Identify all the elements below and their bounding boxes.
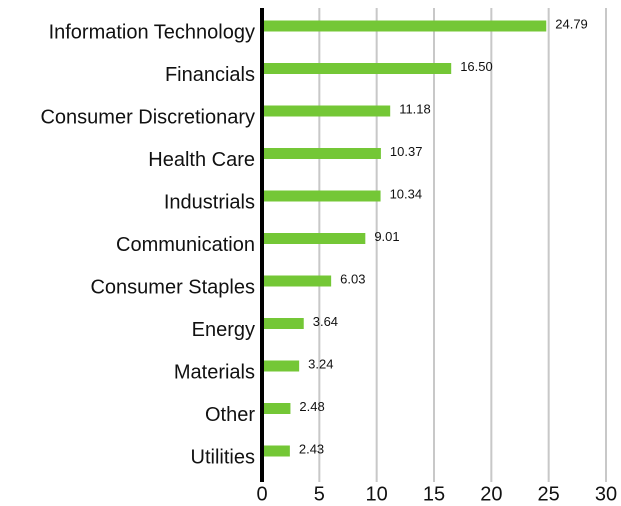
value-label: 3.64 (313, 314, 338, 329)
value-label: 9.01 (374, 229, 399, 244)
bar (262, 20, 547, 32)
y-tick-label: Health Care (148, 149, 255, 171)
y-tick-label: Materials (174, 361, 255, 383)
y-tick-label: Consumer Discretionary (40, 106, 255, 128)
x-tick-label: 0 (256, 483, 267, 505)
y-tick-label: Communication (116, 234, 255, 256)
bar (262, 403, 291, 414)
x-tick-label: 30 (595, 483, 617, 505)
bar (262, 360, 300, 372)
y-tick-label: Information Technology (49, 21, 255, 43)
y-tick-label: Financials (165, 64, 255, 86)
y-tick-label: Other (205, 404, 255, 426)
bar (262, 233, 366, 244)
bar (262, 63, 452, 74)
value-label: 2.43 (299, 441, 324, 456)
y-tick-label: Utilities (191, 446, 255, 468)
x-tick-label: 5 (314, 483, 325, 505)
bar (262, 190, 381, 202)
value-label: 6.03 (340, 271, 365, 286)
bar (262, 275, 332, 287)
x-tick-label: 10 (366, 483, 388, 505)
value-label: 10.34 (390, 186, 423, 201)
y-tick-label: Consumer Staples (90, 276, 255, 298)
y-tick-label: Industrials (164, 191, 255, 213)
value-label: 11.18 (399, 101, 431, 116)
bar (262, 148, 381, 159)
value-label: 3.24 (308, 356, 333, 371)
value-label: 10.37 (390, 144, 423, 159)
bar (262, 318, 304, 329)
x-tick-label: 15 (423, 483, 445, 505)
x-tick-label: 20 (480, 483, 502, 505)
value-label: 24.79 (555, 16, 588, 31)
y-tick-label: Energy (192, 319, 255, 341)
bar (262, 445, 290, 457)
bar (262, 105, 391, 117)
value-label: 2.48 (299, 399, 324, 414)
x-tick-label: 25 (538, 483, 560, 505)
value-label: 16.50 (460, 59, 493, 74)
